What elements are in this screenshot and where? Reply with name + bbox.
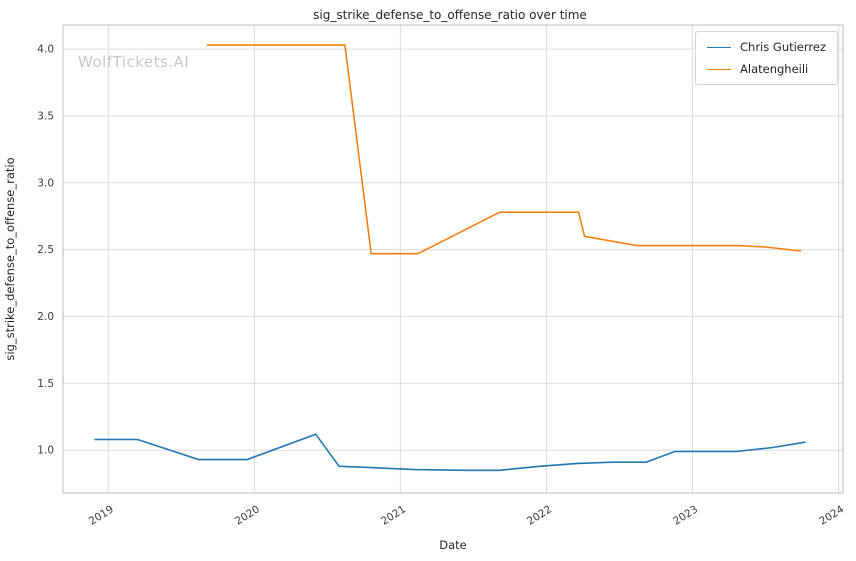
legend-label: Alatengheili [740, 62, 809, 76]
legend-line-swatch [707, 46, 732, 48]
series-line-chris-gutierrez [94, 433, 806, 472]
y-tick-label: 2.0 [37, 311, 54, 323]
x-axis-label: Date [439, 538, 467, 552]
x-tick-label: 2024 [817, 503, 846, 528]
legend-item-chris-gutierrez: Chris Gutierrez [707, 40, 826, 54]
y-tick-label: 3.0 [37, 177, 54, 189]
y-axis-label: sig_strike_defense_to_offense_ratio [3, 157, 17, 360]
legend: Chris Gutierrez Alatengheili [695, 31, 838, 85]
legend-label: Chris Gutierrez [740, 40, 826, 54]
legend-item-alatengheili: Alatengheili [707, 62, 826, 76]
legend-line-swatch [707, 68, 732, 70]
series-line-alatengheili [206, 44, 802, 255]
x-tick-label: 2022 [525, 503, 554, 527]
plot-frame [62, 24, 844, 494]
y-tick-label: 3.5 [37, 110, 54, 122]
x-tick-label: 2019 [87, 503, 116, 527]
x-tick-label: 2021 [379, 503, 408, 527]
chart-title: sig_strike_defense_to_offense_ratio over… [313, 8, 587, 22]
x-tick-label: 2020 [233, 503, 262, 527]
y-tick-label: 4.0 [37, 44, 54, 56]
y-tick-label: 1.0 [37, 445, 54, 457]
y-tick-label: 1.5 [37, 378, 54, 390]
plot-generated-layer: 1.0 1.5 2.0 2.5 3.0 3.5 4.0 2019 2020 2021 2022 202… [37, 24, 846, 528]
x-tick-label: 2023 [671, 503, 700, 527]
y-tick-label: 2.5 [37, 244, 54, 256]
watermark: WolfTickets.AI [78, 53, 189, 71]
